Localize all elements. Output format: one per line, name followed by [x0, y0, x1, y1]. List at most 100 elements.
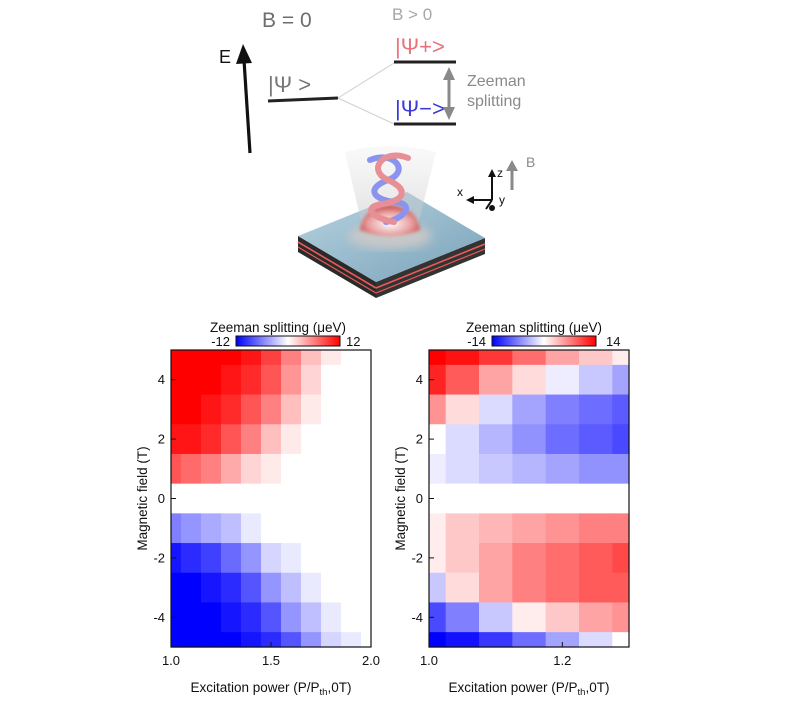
axis-y-label: y — [499, 193, 505, 207]
heatmap-cell — [579, 632, 613, 648]
heatmap-cell — [341, 483, 362, 514]
heatmap-cell — [241, 350, 262, 366]
heatmap-cell — [241, 602, 262, 633]
heatmap-cell — [221, 394, 242, 425]
heatmap-cell — [201, 602, 222, 633]
heatmap-cell — [171, 453, 182, 485]
heatmap-cell — [579, 364, 613, 396]
heatmap-cell — [429, 513, 447, 544]
heatmap-cell — [241, 572, 262, 604]
heatmap-cell — [321, 513, 342, 544]
heatmap-cell — [261, 350, 282, 366]
heatmap-cell — [321, 350, 342, 366]
heatmap-cell — [479, 513, 513, 544]
state-label: |Ψ > — [268, 72, 311, 97]
split-guide-upper — [337, 62, 395, 99]
heatmap-cell — [181, 394, 202, 425]
heatmap-cell — [181, 364, 202, 396]
heatmap-cell — [281, 424, 302, 455]
heatmap-cell — [429, 350, 447, 366]
colorbar-title-right: Zeeman splitting (μeV) — [466, 320, 602, 335]
heatmap-cell — [612, 632, 630, 648]
y-tick-label: 2 — [158, 432, 165, 447]
heatmap-cell — [261, 483, 282, 514]
heatmap-cell — [261, 602, 282, 633]
heatmap-cell — [512, 350, 547, 366]
y-tick-label: 2 — [416, 432, 423, 447]
slab-side-front — [298, 236, 376, 298]
heatmap-cell — [301, 350, 322, 366]
heatmap-cell — [301, 394, 322, 425]
heatmap-cell — [612, 424, 630, 455]
axis-x-label: x — [457, 185, 463, 199]
heatmap-cell — [612, 453, 630, 485]
heatmap-cell — [301, 513, 322, 544]
heatmap-cell — [361, 543, 372, 574]
heatmap-cell — [429, 394, 447, 425]
helix-blue — [367, 154, 410, 225]
slab-red-layer-3 — [297, 246, 377, 294]
heatmap-cell — [429, 602, 447, 633]
heatmap-cell — [171, 350, 182, 366]
heatmap-cell — [512, 424, 547, 455]
heatmap-cell — [429, 543, 447, 574]
heatmap-cell — [241, 364, 262, 396]
b-positive-label: B > 0 — [392, 5, 432, 24]
heatmap-cell — [281, 364, 302, 396]
slab-red-layer-2 — [375, 243, 486, 289]
heatmap-cell — [545, 364, 580, 396]
heatmap-cell — [612, 350, 630, 366]
axis-origin — [489, 205, 495, 211]
energy-axis-label: E — [219, 47, 231, 67]
heatmap-cell — [221, 364, 242, 396]
y-tick-label: -2 — [153, 550, 165, 565]
heatmap-cell — [445, 424, 480, 455]
heatmap-cell — [361, 513, 372, 544]
heatmap-cell — [361, 424, 372, 455]
heatmap-cell — [479, 453, 513, 485]
heatmap-cell — [301, 424, 322, 455]
heatmap-cell — [445, 483, 480, 514]
axis-z-label: z — [497, 166, 503, 180]
heatmap-cell — [321, 424, 342, 455]
heatmap-panel-right: Zeeman splitting (μeV) -14 14 -4 -2 0 2 4 1.… — [393, 320, 630, 698]
heatmap-cell — [201, 483, 222, 514]
heatmap-cell — [479, 543, 513, 574]
heatmap-cell — [429, 453, 447, 485]
heatmap-cell — [281, 572, 302, 604]
y-tick-label: 4 — [416, 372, 423, 387]
x-ticks-right: 1.0 1.2 — [420, 642, 571, 668]
heatmap-cell — [281, 394, 302, 425]
heatmap-cell — [341, 394, 362, 425]
colorbar-left — [235, 335, 341, 347]
state-plus-label: |Ψ+> — [395, 34, 445, 59]
splitting-arrowhead-down — [443, 107, 455, 120]
heatmap-cell — [341, 364, 362, 396]
heatmap-cell — [261, 513, 282, 544]
heatmap-cell — [512, 453, 547, 485]
x-tick-label: 1.2 — [553, 653, 571, 668]
heatmap-cell — [221, 424, 242, 455]
energy-level-schematic: B = 0 B > 0 E |Ψ > |Ψ+> |Ψ−> Zeeman spli… — [219, 5, 535, 298]
heatmap-cell — [261, 572, 282, 604]
heatmap-cell — [181, 632, 202, 648]
heatmap-cell — [512, 602, 547, 633]
heatmap-cell — [361, 572, 372, 604]
heatmap-cell — [221, 572, 242, 604]
heatmap-cell — [181, 483, 202, 514]
heatmap-cell — [479, 572, 513, 604]
heatmap-cell — [341, 350, 362, 366]
x-tick-label: 1.0 — [162, 653, 180, 668]
slab-red-layer-4 — [375, 248, 486, 294]
heatmap-cell — [221, 543, 242, 574]
heatmap-cell — [241, 632, 262, 648]
zeeman-label-line1: Zeeman — [467, 73, 526, 90]
heatmap-cell — [361, 483, 372, 514]
heatmap-cell — [612, 483, 630, 514]
heatmap-cell — [612, 364, 630, 396]
heatmap-cell — [201, 543, 222, 574]
b-zero-label: B = 0 — [262, 9, 312, 32]
heatmap-cell — [241, 483, 262, 514]
heatmap-cell — [341, 543, 362, 574]
